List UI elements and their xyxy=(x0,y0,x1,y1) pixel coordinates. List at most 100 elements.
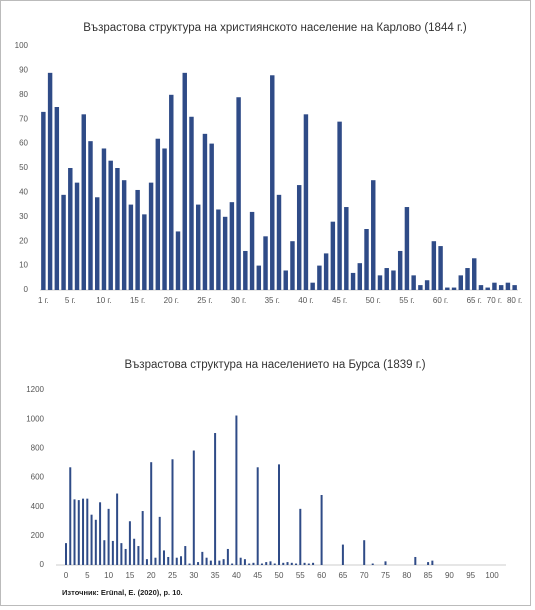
bar xyxy=(243,250,248,290)
x-tick-label: 40 г. xyxy=(298,296,313,305)
bar xyxy=(155,138,161,290)
y-tick-label: 90 xyxy=(19,66,28,75)
y-tick-label: 200 xyxy=(31,531,45,540)
bar xyxy=(188,563,191,565)
bar xyxy=(103,540,106,565)
bar xyxy=(116,493,119,565)
bar xyxy=(458,275,463,290)
bar xyxy=(124,548,127,565)
bar xyxy=(317,265,322,290)
bar xyxy=(270,75,275,290)
bar xyxy=(243,559,246,565)
bar xyxy=(414,556,417,565)
x-tick-label: 30 xyxy=(189,571,198,580)
bar xyxy=(189,116,194,290)
bar xyxy=(377,275,383,290)
bar xyxy=(81,114,86,290)
x-tick-label: 50 г. xyxy=(366,296,381,305)
bar xyxy=(137,546,140,565)
bar xyxy=(337,121,342,290)
y-tick-label: 10 xyxy=(19,261,28,270)
bar xyxy=(260,563,263,565)
bar xyxy=(307,563,310,565)
x-tick-label: 30 г. xyxy=(231,296,246,305)
bar xyxy=(320,495,323,565)
bar xyxy=(88,141,93,290)
bar xyxy=(391,270,396,290)
bar xyxy=(209,143,214,290)
bar xyxy=(184,546,187,565)
bar xyxy=(169,94,174,290)
x-tick-label: 60 xyxy=(317,571,326,580)
bar xyxy=(145,559,148,565)
bar xyxy=(73,499,76,565)
bar xyxy=(371,563,374,565)
bar xyxy=(214,433,217,565)
bar xyxy=(133,538,136,565)
x-tick-label: 100 xyxy=(485,571,499,580)
bar xyxy=(65,543,67,565)
x-tick-label: 5 xyxy=(85,571,90,580)
x-tick-label: 70 г. xyxy=(487,296,502,305)
bar xyxy=(404,207,410,290)
x-tick-label: 50 xyxy=(275,571,284,580)
bar xyxy=(364,229,369,290)
bar xyxy=(269,561,272,565)
bar xyxy=(209,560,212,565)
y-tick-label: 60 xyxy=(19,139,28,148)
bar xyxy=(265,562,268,565)
bar xyxy=(248,563,251,565)
bar xyxy=(175,231,181,290)
bar xyxy=(95,197,100,290)
bar xyxy=(120,543,123,565)
bar xyxy=(128,204,134,290)
bar xyxy=(341,544,344,565)
chart-title: Възрастова структура на християнското на… xyxy=(83,22,467,34)
x-tick-label: 45 г. xyxy=(332,296,347,305)
x-tick-label: 55 xyxy=(296,571,305,580)
bar xyxy=(162,550,165,565)
bar xyxy=(135,189,140,290)
y-tick-label: 30 xyxy=(19,212,28,221)
x-tick-label: 35 xyxy=(211,571,220,580)
source: Източник: Erünal, E. (2020), p. 10. xyxy=(62,588,183,597)
x-tick-label: 75 xyxy=(381,571,390,580)
bar xyxy=(192,450,195,565)
x-tick-label: 65 xyxy=(338,571,347,580)
x-tick-label: 10 г. xyxy=(96,296,111,305)
y-tick-label: 100 xyxy=(15,41,29,50)
bar xyxy=(141,511,144,565)
x-tick-label: 95 xyxy=(466,571,475,580)
y-tick-label: 1200 xyxy=(26,385,44,394)
bar xyxy=(465,268,470,290)
bar xyxy=(252,562,255,565)
bar xyxy=(115,168,120,290)
x-tick-label: 5 г. xyxy=(65,296,76,305)
x-tick-label: 70 xyxy=(360,571,369,580)
bar xyxy=(108,160,113,290)
bar xyxy=(424,280,430,290)
bar xyxy=(263,236,268,290)
bar xyxy=(472,258,477,290)
x-tick-label: 10 xyxy=(104,571,113,580)
bar xyxy=(312,562,315,565)
bar xyxy=(310,282,315,290)
bar xyxy=(175,557,178,565)
bar xyxy=(202,133,208,290)
bar xyxy=(256,265,262,290)
x-tick-label: 55 г. xyxy=(399,296,414,305)
bar xyxy=(431,241,437,290)
bar xyxy=(205,557,208,565)
bar xyxy=(197,562,200,565)
bar xyxy=(121,180,127,290)
y-tick-label: 600 xyxy=(31,473,45,482)
y-tick-label: 40 xyxy=(19,188,28,197)
bar xyxy=(86,498,89,565)
bar xyxy=(330,221,336,290)
bar xyxy=(74,182,80,290)
y-tick-label: 70 xyxy=(19,114,28,123)
bar xyxy=(182,72,187,290)
bar xyxy=(411,275,416,290)
